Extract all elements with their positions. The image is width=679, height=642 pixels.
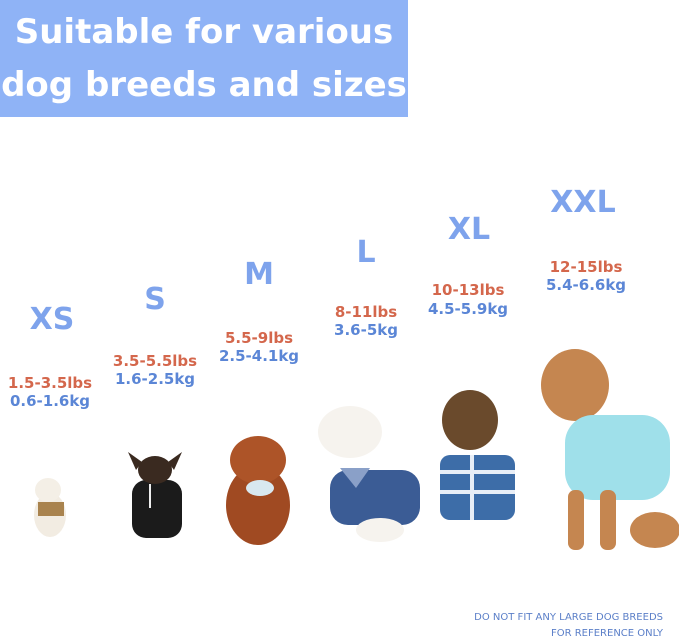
- size-label-xs: XS: [29, 302, 75, 337]
- weight-kg-l: 3.6-5kg: [334, 321, 398, 339]
- weight-kg-s: 1.6-2.5kg: [114, 370, 196, 388]
- dog-xl: [440, 390, 515, 520]
- title-banner: Suitable for various dog breeds and size…: [0, 0, 408, 117]
- dog-l: [318, 406, 420, 542]
- weight-kg-xs: 0.6-1.6kg: [9, 392, 91, 410]
- disclaimer-line-2: FOR REFERENCE ONLY: [550, 628, 663, 639]
- weight-lbs-s: 3.5-5.5lbs: [112, 352, 198, 370]
- size-label-xxl: XXL: [550, 185, 616, 220]
- weight-lbs-xxl: 12-15lbs: [549, 258, 623, 276]
- size-label-xl: XL: [447, 212, 491, 247]
- size-label-s: S: [144, 282, 166, 317]
- weight-kg-m: 2.5-4.1kg: [218, 347, 300, 365]
- weight-kg-xl: 4.5-5.9kg: [427, 300, 509, 318]
- weight-lbs-xl: 10-13lbs: [431, 281, 505, 299]
- dog-m: [226, 436, 290, 545]
- weight-lbs-m: 5.5-9lbs: [224, 329, 294, 347]
- banner-line-1: Suitable for various: [14, 12, 394, 52]
- weight-kg-xxl: 5.4-6.6kg: [545, 276, 627, 294]
- dog-xxl: [541, 349, 679, 550]
- weight-lbs-l: 8-11lbs: [334, 303, 398, 321]
- size-label-l: L: [356, 235, 376, 270]
- dog-s: [128, 452, 182, 538]
- banner-line-2: dog breeds and sizes: [1, 65, 407, 105]
- weight-lbs-xs: 1.5-3.5lbs: [7, 374, 93, 392]
- disclaimer-line-1: DO NOT FIT ANY LARGE DOG BREEDS: [474, 612, 663, 623]
- dog-xs: [34, 478, 66, 537]
- size-label-m: M: [244, 257, 274, 292]
